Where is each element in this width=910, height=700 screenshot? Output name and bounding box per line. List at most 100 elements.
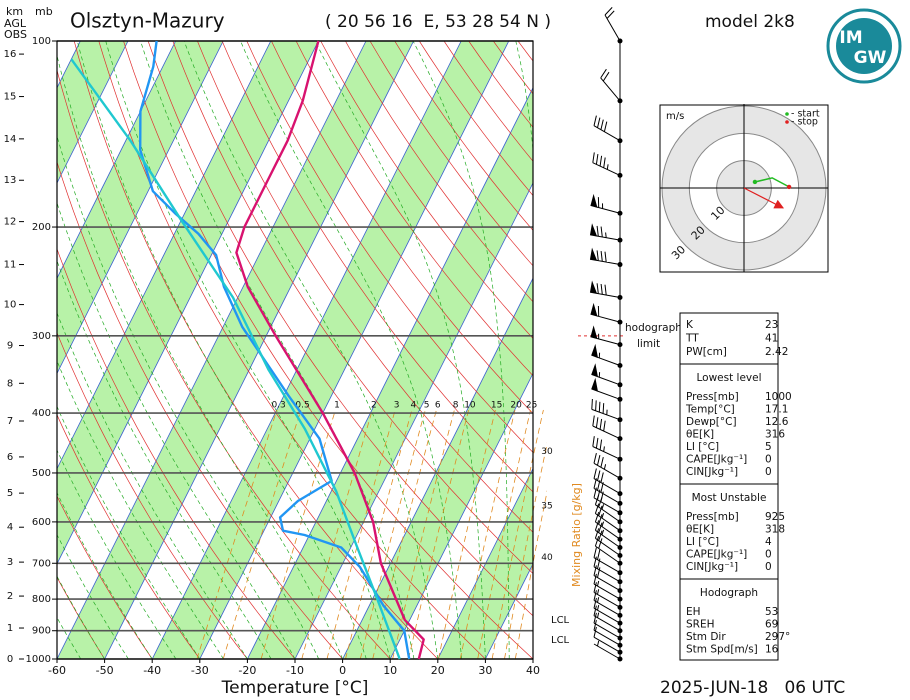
mixing-ratio-line	[222, 409, 302, 659]
mixing-ratio-line	[196, 409, 278, 659]
hodograph-stop	[786, 184, 792, 190]
wind-barb	[590, 325, 623, 348]
index-value: 0	[765, 549, 772, 561]
mixing-ratio-line	[514, 490, 547, 659]
height-tick-label: 1	[7, 623, 13, 634]
dry-adiabat	[57, 414, 201, 659]
mixing-ratio-line	[438, 409, 496, 659]
mixing-ratio-label: 6	[435, 401, 441, 411]
isotherm	[342, 277, 533, 659]
y-tick-label: 600	[32, 517, 51, 528]
legend-label: - stop	[791, 117, 818, 128]
x-tick-label: 30	[478, 664, 492, 677]
wind-barb	[593, 556, 623, 585]
wind-barb	[594, 520, 623, 550]
x-tick-label: -30	[191, 664, 209, 677]
dry-adiabat	[57, 247, 296, 659]
y-tick-label: 700	[32, 558, 51, 569]
x-tick-label: -20	[238, 664, 256, 677]
moist-adiabat	[140, 41, 415, 659]
wind-barb	[593, 605, 623, 634]
dry-adiabat	[419, 41, 533, 197]
height-tick-label: 6	[7, 452, 13, 463]
wind-barb	[593, 590, 623, 618]
isotherm	[57, 41, 176, 280]
wind-barb	[589, 247, 623, 268]
dry-adiabat	[443, 41, 533, 162]
moist-adiabat	[57, 360, 224, 659]
moist-adiabat	[57, 491, 153, 659]
moist-adiabat	[57, 575, 105, 659]
height-axis-label: km	[6, 5, 23, 18]
index-value: 53	[765, 606, 778, 618]
index-label: Press[mb]	[686, 511, 739, 523]
isotherm-band	[152, 41, 509, 659]
wind-barb	[592, 436, 623, 462]
wind-barb	[604, 7, 623, 44]
wind-barb	[594, 511, 623, 542]
height-tick-label: 4	[7, 522, 13, 533]
logo-text: IM	[839, 28, 862, 48]
dry-adiabat	[123, 41, 533, 659]
mixing-ratio-line	[477, 409, 531, 659]
mixing-ratio-label: 20	[510, 401, 522, 411]
isotherm	[294, 182, 533, 659]
index-value: 318	[765, 524, 785, 536]
index-label: PW[cm]	[686, 346, 727, 358]
dry-adiabat	[197, 41, 533, 533]
hodograph-unit: m/s	[666, 111, 684, 122]
index-value: 17.1	[765, 404, 788, 416]
mixing-ratio-label: 40	[541, 553, 553, 563]
mixing-ratio-label: 3	[394, 401, 400, 411]
index-value: 297°	[765, 631, 790, 643]
wind-barb	[593, 468, 623, 497]
wind-barb	[594, 528, 623, 558]
index-label: LI [°C]	[686, 536, 719, 548]
legend-swatch	[785, 120, 789, 124]
dry-adiabat	[57, 68, 391, 659]
mixing-ratio-line	[491, 409, 544, 659]
moist-adiabat	[105, 41, 391, 659]
wind-barb	[593, 565, 623, 594]
y-tick-label: 800	[32, 594, 51, 605]
isotherm	[199, 41, 510, 659]
isotherm	[247, 86, 533, 659]
moist-adiabat	[314, 41, 486, 659]
index-value: 0	[765, 454, 772, 466]
y-tick-label: 1000	[26, 654, 51, 665]
x-tick-label: -10	[286, 664, 304, 677]
y-tick-label: 200	[32, 222, 51, 233]
wind-barb	[591, 363, 623, 388]
wind-barb	[594, 536, 623, 566]
plot-frame	[56, 40, 534, 660]
mixing-ratio-line	[345, 409, 413, 659]
height-tick-label: 11	[4, 260, 17, 271]
y-tick-label: 100	[32, 36, 51, 47]
index-label: Temp[°C]	[685, 404, 735, 416]
wind-barb	[591, 377, 623, 402]
index-label: CAPE[Jkg⁻¹]	[686, 549, 747, 561]
index-label: θE[K]	[686, 524, 714, 536]
index-label: Stm Dir	[686, 631, 726, 643]
y-tick-label: 300	[32, 331, 51, 342]
y-tick-label: 500	[32, 468, 51, 479]
moist-adiabat	[57, 201, 296, 659]
x-tick-label: 0	[339, 664, 346, 677]
moist-adiabat	[57, 259, 272, 659]
x-axis-label: Temperature [°C]	[221, 678, 369, 698]
chart-subtitle: ( 20 56 16 E, 53 28 54 N )	[325, 12, 551, 32]
wind-barb	[594, 503, 623, 534]
wind-barb	[593, 582, 623, 610]
height-tick-label: 9	[7, 341, 13, 352]
section-title: Lowest level	[696, 372, 761, 384]
mixing-ratio-label: 1	[334, 401, 340, 411]
mixing-ratio-line	[326, 409, 396, 659]
dry-adiabat	[147, 41, 533, 617]
isotherm	[151, 41, 462, 659]
index-value: 4	[765, 536, 772, 548]
date-label: 2025-JUN-18 06 UTC	[660, 678, 845, 698]
isotherm	[57, 41, 367, 659]
wind-barb	[592, 415, 623, 442]
dry-adiabat	[172, 41, 533, 575]
